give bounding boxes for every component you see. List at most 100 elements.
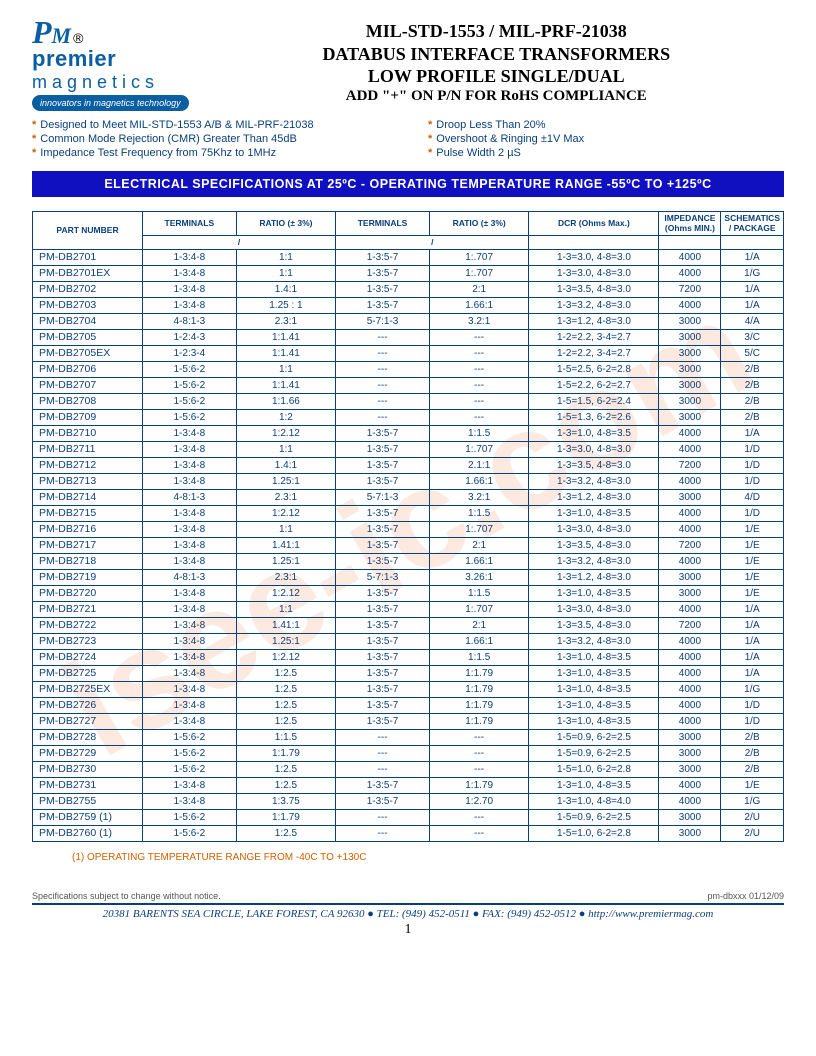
table-cell: 1/A — [721, 297, 784, 313]
table-cell: 1:1 — [236, 265, 336, 281]
th-sub-1: / — [143, 235, 336, 249]
table-cell: 1-5=2.5, 6-2=2.8 — [529, 361, 659, 377]
table-cell: 4000 — [659, 265, 721, 281]
table-cell: 1-3:4-8 — [143, 793, 237, 809]
table-cell: 1-3:4-8 — [143, 249, 237, 265]
table-cell: 1/D — [721, 473, 784, 489]
table-cell: 1-5=0.9, 6-2=2.5 — [529, 809, 659, 825]
table-cell: 1:1.79 — [429, 665, 529, 681]
table-cell: 1/D — [721, 713, 784, 729]
table-row: PM-DB27171-3:4-81.41:11-3:5-72:11-3=3.5,… — [33, 537, 784, 553]
table-cell: 2:1 — [429, 281, 529, 297]
footer-left: Specifications subject to change without… — [32, 891, 221, 901]
table-cell: 1-3=1.2, 4-8=3.0 — [529, 569, 659, 585]
table-cell: 1:1.66 — [236, 393, 336, 409]
table-cell: PM-DB2716 — [33, 521, 143, 537]
page-number: 1 — [32, 922, 784, 938]
table-row: PM-DB27281-5:6-21:1.5------1-5=0.9, 6-2=… — [33, 729, 784, 745]
table-cell: --- — [336, 329, 430, 345]
table-cell: 1-3:4-8 — [143, 457, 237, 473]
feature-bullet: *Overshoot & Ringing ±1V Max — [428, 133, 784, 145]
table-cell: 1/E — [721, 585, 784, 601]
table-cell: --- — [429, 329, 529, 345]
table-cell: PM-DB2702 — [33, 281, 143, 297]
table-cell: PM-DB2701 — [33, 249, 143, 265]
th-terminals-2: TERMINALS — [336, 211, 430, 235]
table-cell: 1-3:4-8 — [143, 521, 237, 537]
table-row: PM-DB27044-8:1-32.3:15-7:1-33.2:11-3=1.2… — [33, 313, 784, 329]
table-cell: --- — [429, 745, 529, 761]
table-row: PM-DB27194-8:1-32.3:15-7:1-33.26:11-3=1.… — [33, 569, 784, 585]
table-cell: 1:2.5 — [236, 681, 336, 697]
table-cell: 1-3=3.5, 4-8=3.0 — [529, 281, 659, 297]
table-cell: 1:2.5 — [236, 713, 336, 729]
table-row: PM-DB27161-3:4-81:11-3:5-71:.7071-3=3.0,… — [33, 521, 784, 537]
table-cell: 1:2.12 — [236, 505, 336, 521]
table-cell: 1:1 — [236, 361, 336, 377]
table-cell: 1-3=3.0, 4-8=3.0 — [529, 265, 659, 281]
table-cell: 1-3:5-7 — [336, 793, 430, 809]
table-cell: 1-5:6-2 — [143, 377, 237, 393]
table-cell: --- — [336, 361, 430, 377]
table-cell: 1:1.79 — [429, 777, 529, 793]
table-cell: 1/G — [721, 681, 784, 697]
table-cell: 5-7:1-3 — [336, 313, 430, 329]
table-cell: PM-DB2725 — [33, 665, 143, 681]
table-cell: --- — [336, 729, 430, 745]
table-row: PM-DB27201-3:4-81:2.121-3:5-71:1.51-3=1.… — [33, 585, 784, 601]
table-cell: 3000 — [659, 377, 721, 393]
table-cell: PM-DB2728 — [33, 729, 143, 745]
table-cell: 1:2.5 — [236, 697, 336, 713]
table-cell: 1:1.79 — [429, 697, 529, 713]
table-cell: 4000 — [659, 441, 721, 457]
table-cell: --- — [336, 745, 430, 761]
logo-tagline: innovators in magnetics technology — [32, 95, 189, 111]
table-cell: 1-3:4-8 — [143, 777, 237, 793]
table-cell: 1-3=3.5, 4-8=3.0 — [529, 457, 659, 473]
table-cell: 1-3:5-7 — [336, 585, 430, 601]
table-cell: PM-DB2715 — [33, 505, 143, 521]
table-cell: 5-7:1-3 — [336, 569, 430, 585]
table-cell: 7200 — [659, 617, 721, 633]
table-cell: PM-DB2726 — [33, 697, 143, 713]
table-cell: 1.41:1 — [236, 617, 336, 633]
th-ratio-2: RATIO (± 3%) — [429, 211, 529, 235]
table-cell: PM-DB2759 (1) — [33, 809, 143, 825]
table-cell: 1-3=1.0, 4-8=3.5 — [529, 649, 659, 665]
table-cell: 1:.707 — [429, 441, 529, 457]
table-cell: 4-8:1-3 — [143, 313, 237, 329]
table-row: PM-DB2760 (1)1-5:6-21:2.5------1-5=1.0, … — [33, 825, 784, 841]
table-cell: 1-5:6-2 — [143, 393, 237, 409]
table-cell: 1-5=0.9, 6-2=2.5 — [529, 745, 659, 761]
table-cell: 1.25:1 — [236, 633, 336, 649]
table-cell: 1-3:5-7 — [336, 297, 430, 313]
table-cell: 1-5=1.0, 6-2=2.8 — [529, 825, 659, 841]
table-cell: 1:1.79 — [429, 681, 529, 697]
table-row: PM-DB27241-3:4-81:2.121-3:5-71:1.51-3=1.… — [33, 649, 784, 665]
table-cell: 1-3:5-7 — [336, 633, 430, 649]
table-cell: 1-5:6-2 — [143, 825, 237, 841]
table-cell: 4/D — [721, 489, 784, 505]
table-cell: 2/B — [721, 729, 784, 745]
table-cell: 1-5:6-2 — [143, 729, 237, 745]
table-cell: 4000 — [659, 633, 721, 649]
table-cell: 1-5:6-2 — [143, 809, 237, 825]
table-cell: 1/A — [721, 665, 784, 681]
footer-right: pm-dbxxx 01/12/09 — [707, 891, 784, 901]
table-cell: 2/B — [721, 377, 784, 393]
table-cell: 1.4:1 — [236, 281, 336, 297]
table-cell: 5/C — [721, 345, 784, 361]
table-cell: 2.3:1 — [236, 313, 336, 329]
table-cell: 1-3:4-8 — [143, 585, 237, 601]
table-cell: 4000 — [659, 521, 721, 537]
table-row: PM-DB27261-3:4-81:2.51-3:5-71:1.791-3=1.… — [33, 697, 784, 713]
th-sub-imp — [659, 235, 721, 249]
table-cell: 1:1 — [236, 521, 336, 537]
table-cell: 3000 — [659, 825, 721, 841]
table-cell: 1.25:1 — [236, 553, 336, 569]
table-cell: 2.3:1 — [236, 569, 336, 585]
table-cell: PM-DB2710 — [33, 425, 143, 441]
table-cell: PM-DB2727 — [33, 713, 143, 729]
th-ratio-1: RATIO (± 3%) — [236, 211, 336, 235]
table-cell: 1-5:6-2 — [143, 745, 237, 761]
